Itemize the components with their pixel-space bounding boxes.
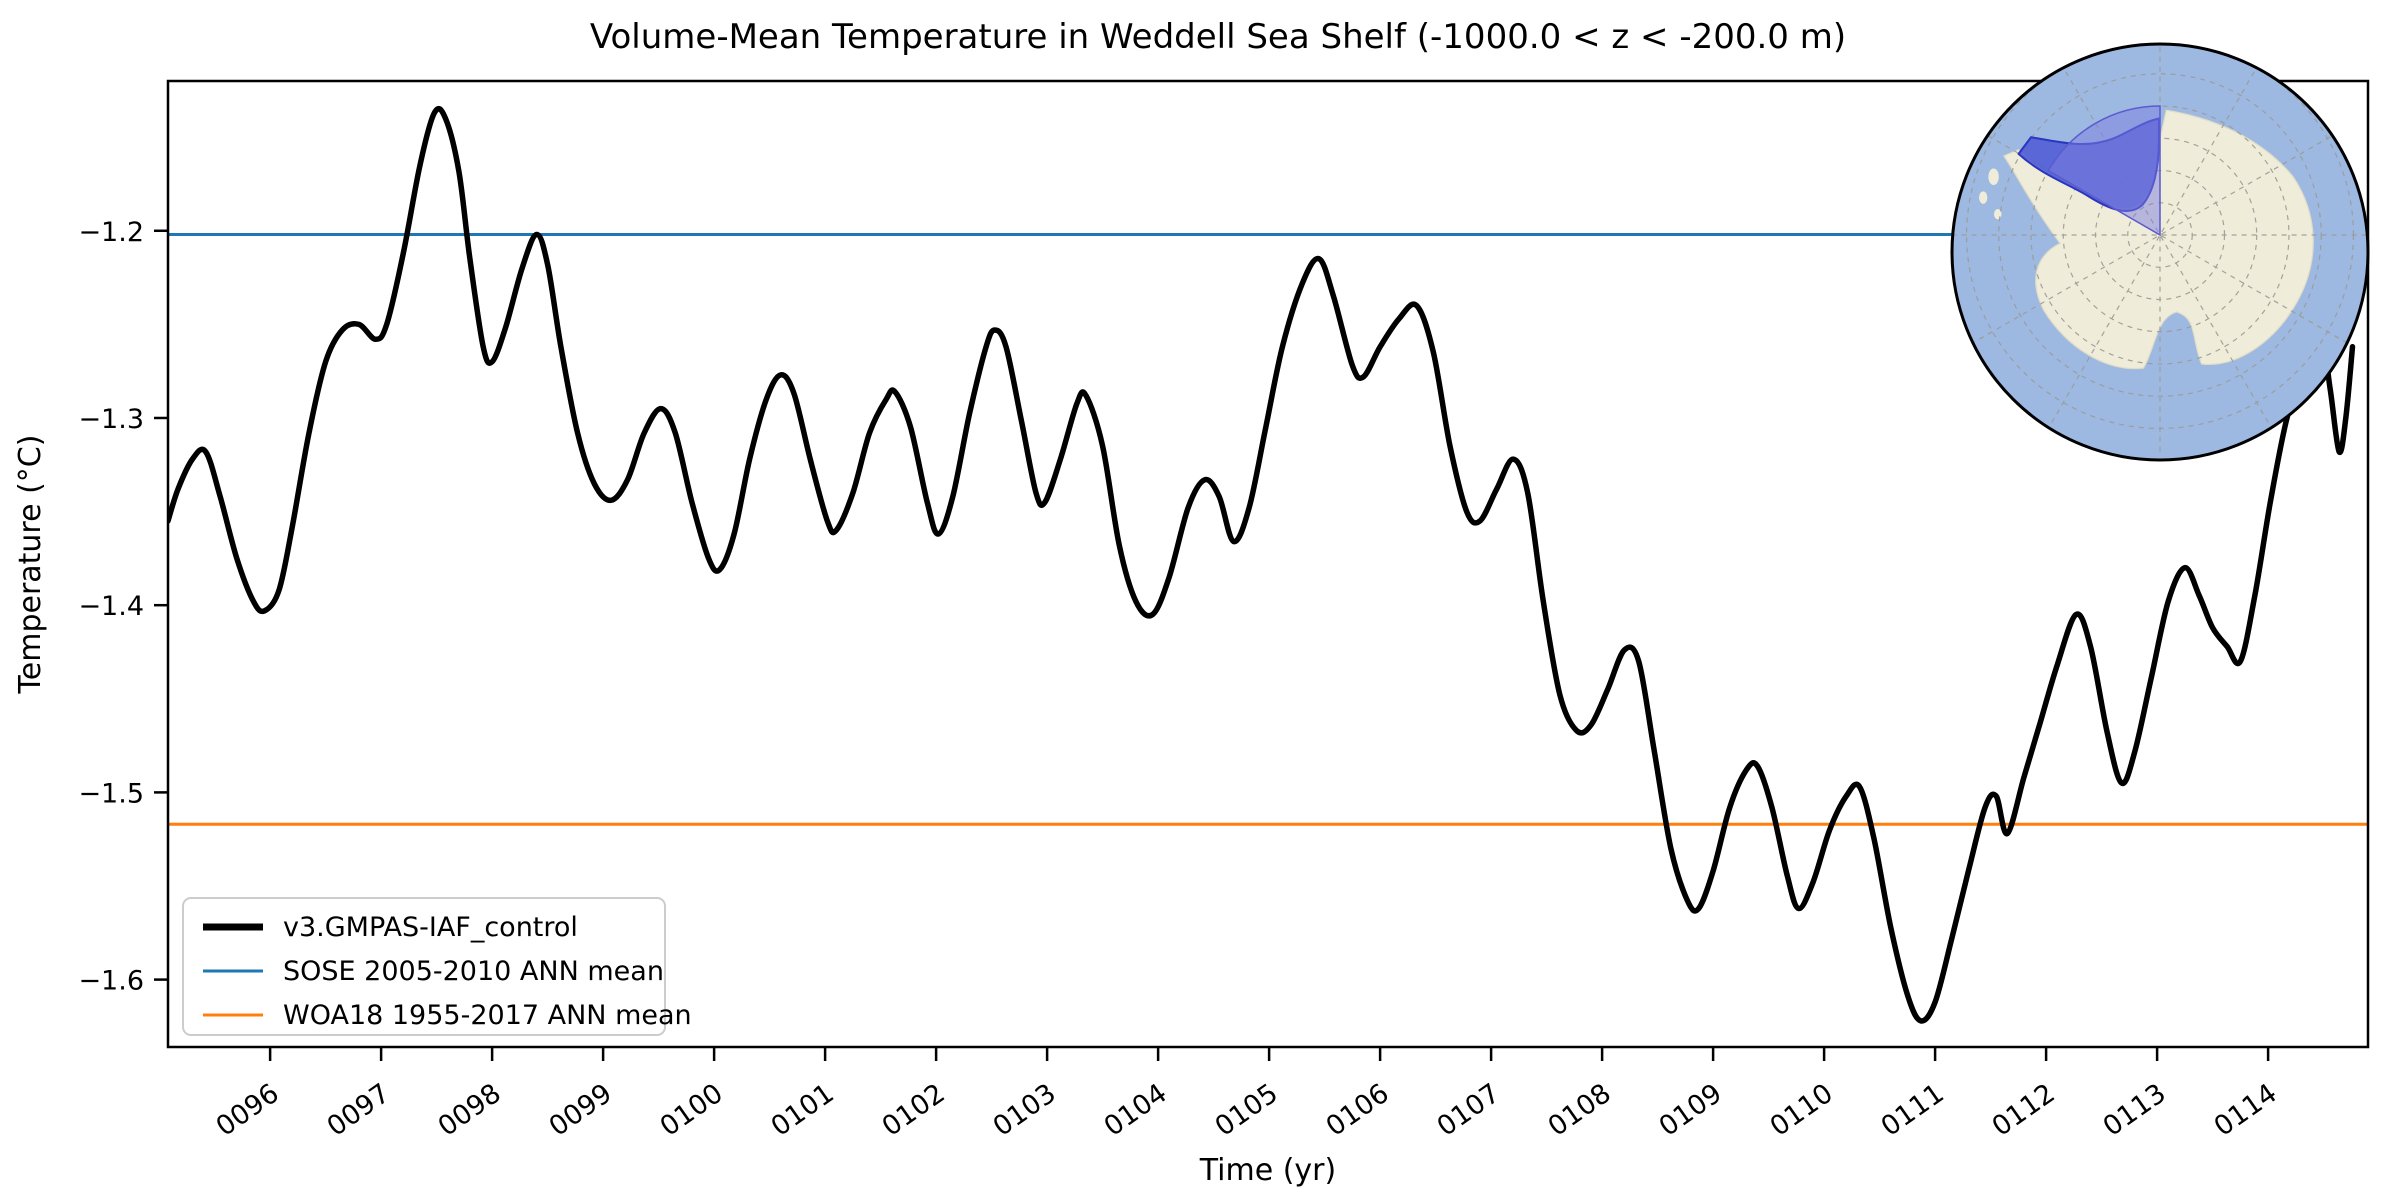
x-axis-label: Time (yr): [1199, 1153, 1336, 1188]
map-island: [1979, 191, 1988, 204]
x-tick-label: 0114: [2209, 1078, 2283, 1143]
x-tick-label: 0108: [1543, 1078, 1617, 1143]
legend: v3.GMPAS-IAF_control SOSE 2005-2010 ANN …: [182, 897, 692, 1036]
legend-label-woa: WOA18 1955-2017 ANN mean: [283, 1000, 692, 1031]
x-tick-label: 0113: [2098, 1078, 2172, 1143]
x-tick-label: 0107: [1432, 1078, 1506, 1143]
y-tick-label: −1.4: [78, 591, 144, 622]
map-highlight-wedge: [2048, 106, 2160, 235]
y-axis-ticks: −1.2 −1.3 −1.4 −1.5 −1.6: [78, 217, 168, 997]
temperature-series-line: [168, 105, 2356, 1024]
x-axis-ticks: 0096 0097 0098 0099 0100 0101 0102 0103 0104 0105…: [211, 1047, 2283, 1143]
x-tick-label: 0105: [1210, 1078, 1284, 1143]
map-border: [1950, 42, 2370, 462]
x-tick-label: 0109: [1654, 1078, 1728, 1143]
x-tick-label: 0111: [1876, 1078, 1950, 1143]
y-axis-label: Temperature (°C): [13, 435, 48, 695]
y-tick-label: −1.2: [78, 217, 144, 248]
legend-box: [182, 897, 666, 1036]
x-tick-label: 0103: [988, 1078, 1062, 1143]
x-tick-label: 0101: [766, 1078, 840, 1143]
legend-label-control: v3.GMPAS-IAF_control: [283, 912, 578, 943]
x-tick-label: 0099: [544, 1078, 618, 1143]
x-tick-label: 0097: [322, 1078, 396, 1143]
legend-label-sose: SOSE 2005-2010 ANN mean: [283, 956, 664, 987]
x-tick-label: 0096: [211, 1078, 285, 1143]
x-tick-label: 0106: [1321, 1078, 1395, 1143]
x-tick-label: 0112: [1987, 1078, 2061, 1143]
x-tick-label: 0104: [1099, 1078, 1173, 1143]
x-tick-label: 0100: [655, 1078, 729, 1143]
antarctica-inset-map: [1950, 42, 2370, 462]
map-island: [1988, 168, 1999, 186]
chart-title: Volume-Mean Temperature in Weddell Sea S…: [590, 17, 1846, 57]
x-tick-label: 0110: [1765, 1078, 1839, 1143]
y-tick-label: −1.6: [78, 966, 144, 997]
x-tick-label: 0102: [877, 1078, 951, 1143]
x-tick-label: 0098: [433, 1078, 507, 1143]
y-tick-label: −1.3: [78, 404, 144, 435]
y-tick-label: −1.5: [78, 778, 144, 809]
